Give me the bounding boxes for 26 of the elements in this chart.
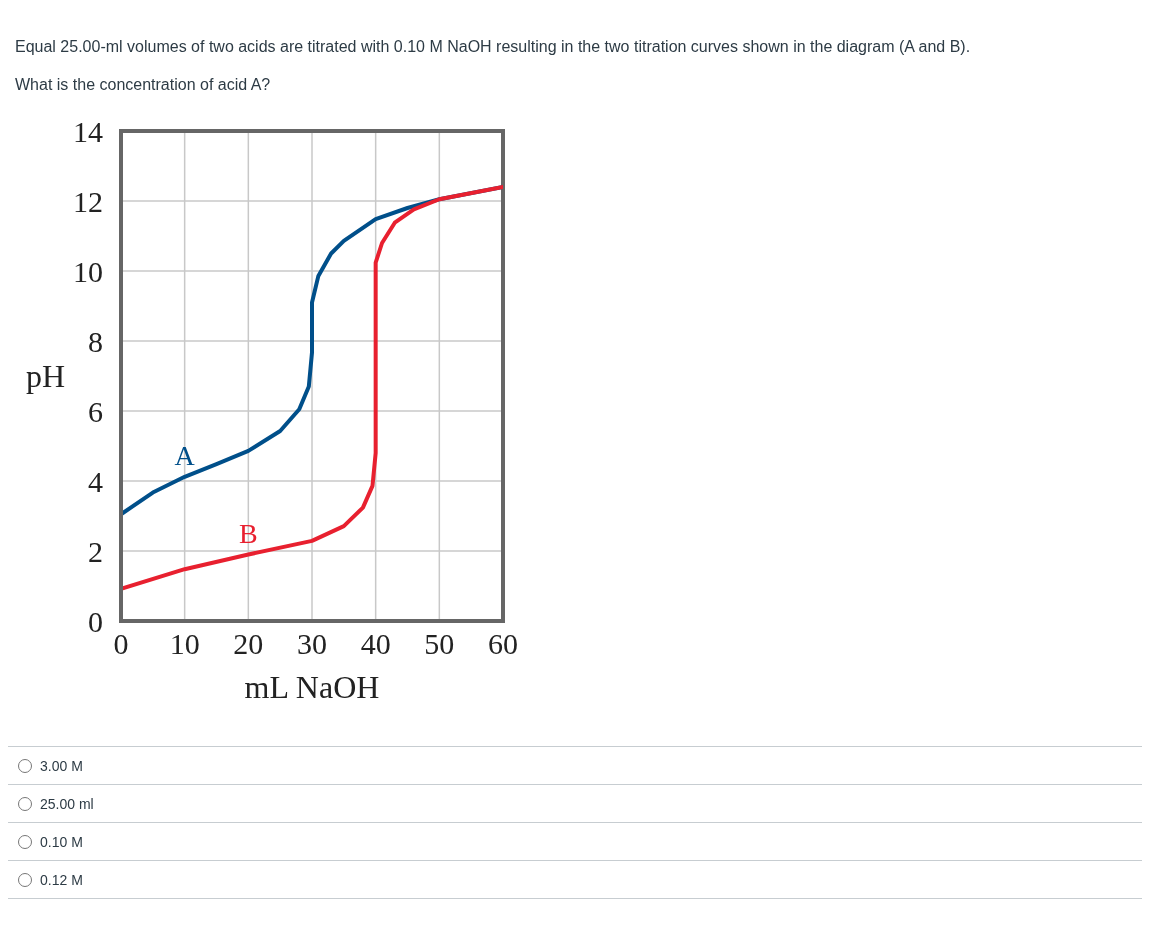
y-axis-title: pH: [26, 358, 66, 395]
y-tick-label: 4: [88, 464, 103, 498]
series-label: A: [174, 439, 196, 471]
y-tick-label: 12: [73, 184, 103, 218]
chart-subtitle: What is the concentration of acid A?: [15, 76, 271, 94]
y-tick-label: 2: [88, 534, 103, 568]
y-tick-label: 8: [88, 324, 103, 358]
x-axis-title: mL NaOH: [244, 669, 380, 705]
text: 3.00 M: [8, 746, 1142, 784]
y-tick-label: 6: [88, 394, 103, 428]
x-tick-label: 10: [169, 627, 200, 661]
x-tick-label: 30: [297, 627, 327, 661]
text: 25.00 ml: [8, 784, 1142, 822]
x-tick-label: 60: [488, 627, 518, 661]
y-tick-label: 10: [73, 254, 103, 288]
x-tick-label: 40: [360, 627, 391, 661]
line-series: [121, 185, 503, 591]
y-tick-label: 14: [73, 114, 103, 148]
text: 0.10 M: [8, 822, 1142, 860]
x-tick-label: 50: [424, 627, 455, 661]
y-tick-label: 0: [88, 604, 103, 638]
chart-title: Equal 25.00-ml volumes of two acids are titrated with 0.10 M NaOH resulting in the two titration curves shown in the diagram (A and B).: [15, 38, 971, 56]
x-tick-label: 20: [233, 627, 264, 661]
x-tick-label: 0: [113, 627, 129, 661]
series-label: B: [238, 517, 258, 549]
text: 0.12 M: [8, 860, 1142, 898]
